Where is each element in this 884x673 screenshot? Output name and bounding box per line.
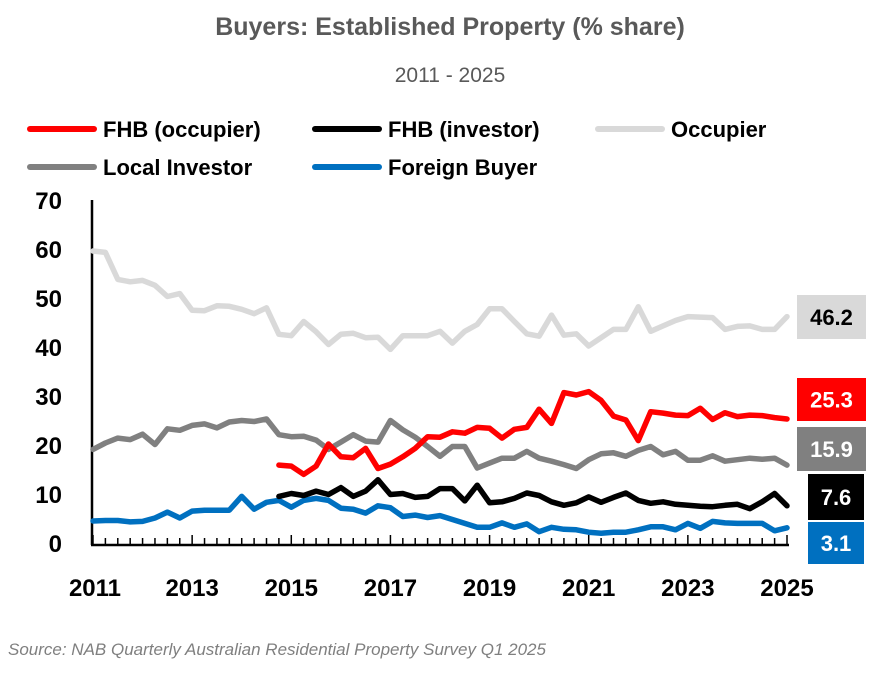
x-tick-label: 2023 — [661, 575, 714, 602]
end-value-label: 25.3 — [810, 388, 853, 413]
chart-subtitle: 2011 - 2025 — [395, 64, 506, 87]
x-tick-label: 2021 — [562, 575, 615, 602]
y-tick-label: 0 — [49, 531, 62, 558]
legend-item: FHB (occupier) — [27, 117, 261, 142]
chart-title: Buyers: Established Property (% share) — [215, 13, 685, 41]
series-line-occupier — [90, 248, 790, 353]
x-tick-label: 2011 — [69, 575, 121, 602]
x-tick-label: 2017 — [364, 575, 417, 602]
series-line-local-investor — [90, 416, 790, 472]
y-tick-label: 40 — [35, 335, 62, 362]
y-tick-label: 30 — [35, 384, 62, 411]
x-tick-label: 2019 — [463, 575, 516, 602]
end-value-label: 15.9 — [810, 437, 853, 462]
legend-item: Local Investor — [27, 155, 253, 180]
end-label-box — [797, 378, 866, 421]
series-line-fhb-investor — [276, 477, 790, 512]
legend-item: Foreign Buyer — [312, 155, 538, 180]
y-tick-label: 50 — [35, 286, 62, 313]
legend-label: Foreign Buyer — [388, 155, 538, 180]
axes: 0 10 20 30 40 50 60 70 2011 2013 2015 2017 2019 2021 2… — [35, 188, 813, 602]
legend-item: Occupier — [595, 117, 767, 142]
end-value-label: 3.1 — [821, 531, 852, 556]
y-tick-label: 60 — [35, 237, 62, 264]
x-tick-label: 2015 — [265, 575, 318, 602]
legend-label: FHB (investor) — [388, 117, 540, 142]
series-lines — [90, 248, 790, 536]
y-tick-label: 10 — [35, 482, 62, 509]
end-value-label: 7.6 — [821, 485, 852, 510]
end-labels: 25.3 7.6 46.2 15.9 3.1 — [797, 295, 866, 564]
end-label-box — [797, 295, 866, 339]
legend-label: Occupier — [671, 117, 767, 142]
legend-label: FHB (occupier) — [103, 117, 261, 142]
legend-item: FHB (investor) — [312, 117, 540, 142]
y-tick-label: 20 — [35, 433, 62, 460]
x-tick-label: 2013 — [165, 575, 218, 602]
x-tick-label: 2025 — [760, 575, 813, 602]
end-label-box — [808, 522, 864, 564]
source-note: Source: NAB Quarterly Australian Residen… — [8, 640, 547, 659]
y-tick-label: 70 — [35, 188, 62, 215]
end-label-box — [797, 427, 866, 471]
end-label-box — [808, 474, 864, 520]
end-value-label: 46.2 — [810, 305, 853, 330]
legend-label: Local Investor — [103, 155, 253, 180]
series-line-fhb-occupier — [276, 388, 790, 478]
series-line-foreign-buyer — [90, 493, 790, 536]
legend: FHB (occupier) FHB (investor) Occupier Loca… — [27, 117, 767, 180]
